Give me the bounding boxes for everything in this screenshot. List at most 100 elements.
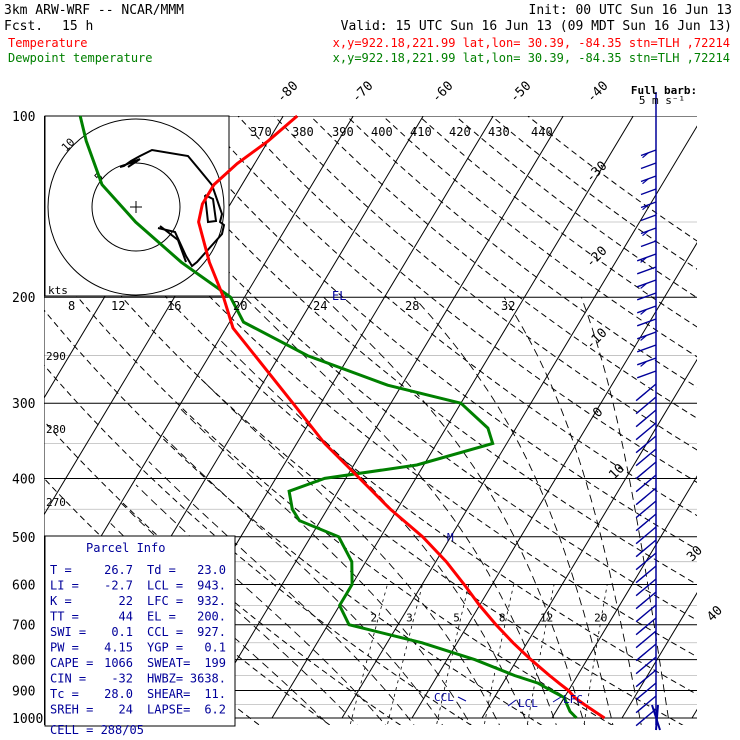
dry-adiabat-line — [128, 116, 697, 585]
wind-barb-flag — [640, 360, 647, 367]
dry-adiabat-line — [44, 309, 543, 725]
mixing-ratio-label: 8 — [499, 612, 506, 625]
wind-barb-flag — [639, 599, 647, 606]
parcel-row-label: Td = — [147, 563, 176, 577]
parcel-row-value: 22 — [119, 594, 133, 608]
wind-barb — [635, 591, 657, 610]
parcel-row-label: LCL = — [147, 579, 183, 593]
mixing-ratio-line — [583, 584, 608, 725]
hodograph-ring-5 — [91, 162, 181, 252]
wind-barb — [635, 578, 657, 597]
wind-barb-flag — [640, 256, 647, 263]
dry-adiabat-line — [165, 116, 697, 551]
pressure-tick-label: 1000 — [12, 712, 43, 727]
wind-barb-flag — [642, 230, 649, 237]
wind-barb — [635, 422, 657, 441]
m-marker: M — [447, 531, 454, 544]
parcel-row-value: 927. — [197, 625, 226, 639]
pressure-tick-label: 800 — [12, 654, 35, 669]
temperature-location-info: x,y=922.18,221.99 lat,lon= 30.39, -84.35… — [333, 36, 730, 50]
parcel-info-panel: Parcel Info T = 26.7 Td = 23.0 LI = -2.7 LCL =… — [44, 535, 236, 737]
dewpoint-trace — [78, 115, 578, 720]
parcel-row-value: 0.1 — [111, 625, 133, 639]
wind-barb — [635, 448, 657, 467]
parcel-row-value: 4.15 — [104, 641, 133, 655]
wind-barb — [635, 552, 657, 571]
wind-barb — [635, 695, 657, 714]
parcel-row-label: YGP = — [147, 641, 183, 655]
wind-barb-flag — [639, 469, 647, 476]
dry-adiabat-line — [44, 364, 472, 725]
isotherm-label: -40 — [584, 79, 611, 106]
hodograph-frame — [44, 115, 230, 297]
wind-barb — [636, 370, 657, 379]
parcel-row-value: 932. — [197, 594, 226, 608]
parcel-row-value: 199 — [204, 656, 226, 670]
theta-label: 380 — [292, 125, 314, 139]
wind-barb — [635, 500, 657, 519]
theta-label: 410 — [410, 125, 432, 139]
wind-barb — [635, 604, 657, 623]
parcel-row-value: 6.2 — [204, 703, 226, 717]
parcel-row-label: SREH = — [50, 703, 93, 717]
wind-barb-flag — [639, 417, 647, 424]
moist-adiabat-line — [580, 297, 670, 725]
parcel-row-value: 28.0 — [104, 687, 133, 701]
el-marker: EL — [332, 289, 346, 303]
speed-scale-label: 20 — [233, 299, 247, 313]
wind-barb-flag — [642, 178, 649, 185]
parcel-row-value: 3638. — [190, 672, 226, 686]
mixing-ratio-line — [436, 584, 470, 725]
parcel-row-label: SWEAT= — [147, 656, 190, 670]
wind-barb — [635, 617, 657, 636]
parcel-row-value: 200. — [197, 610, 226, 624]
theta-label-left: 270 — [46, 496, 66, 509]
wind-barb — [635, 474, 657, 493]
pressure-tick-label: 700 — [12, 619, 35, 634]
init-time: Init: 00 UTC Sun 16 Jun 13 — [529, 3, 733, 18]
dry-adiabat-line — [44, 255, 613, 725]
mixing-ratio-line — [349, 584, 388, 725]
parcel-row-value: 1066 — [104, 656, 133, 670]
wind-barb — [640, 240, 657, 248]
wind-barb — [636, 292, 657, 301]
theta-label: 430 — [488, 125, 510, 139]
parcel-row-value: -2.7 — [104, 579, 133, 593]
dry-adiabat-line — [418, 116, 697, 328]
speed-scale-label: 28 — [405, 299, 419, 313]
moist-adiabat-line — [219, 339, 529, 725]
isotherm-label: -20 — [583, 244, 610, 271]
parcel-row-label: Tc = — [50, 687, 79, 701]
wind-barb — [635, 461, 657, 480]
wind-barb-column: Full barb: 5 m s⁻¹ — [631, 84, 697, 731]
wind-barb-surface — [655, 704, 659, 731]
isotherm-line — [411, 242, 697, 719]
theta-label: 420 — [449, 125, 471, 139]
isotherm-line — [551, 475, 697, 719]
wind-barb-flag — [639, 391, 647, 398]
forecast-hour: 15 h — [62, 19, 93, 34]
parcel-row-label: CCL = — [147, 625, 183, 639]
barb-legend-value: 5 m s⁻¹ — [639, 94, 685, 107]
isotherm-label: 40 — [704, 603, 726, 625]
wind-barb — [636, 266, 657, 275]
mixing-ratio-line — [483, 584, 515, 725]
theta-label: 370 — [250, 125, 272, 139]
dewpoint-legend: Dewpoint temperature — [8, 51, 153, 65]
pressure-tick-label: 500 — [12, 531, 35, 546]
moist-adiabat-line — [323, 296, 586, 725]
parcel-row-value: 44 — [119, 610, 133, 624]
mixing-ratio-line — [526, 584, 555, 725]
wind-barb-flag — [639, 547, 647, 554]
parcel-info-frame — [44, 535, 236, 727]
pressure-tick-label: 200 — [12, 291, 35, 306]
parcel-row-label: LAPSE= — [147, 703, 190, 717]
hodograph-units: kts — [48, 284, 68, 297]
theta-label-left: 290 — [46, 350, 66, 363]
dry-adiabat-line — [491, 116, 697, 270]
speed-scale-label: 16 — [167, 299, 181, 313]
wind-barb — [635, 487, 657, 506]
wind-barb — [635, 669, 657, 688]
moist-adiabat-line — [244, 296, 557, 725]
